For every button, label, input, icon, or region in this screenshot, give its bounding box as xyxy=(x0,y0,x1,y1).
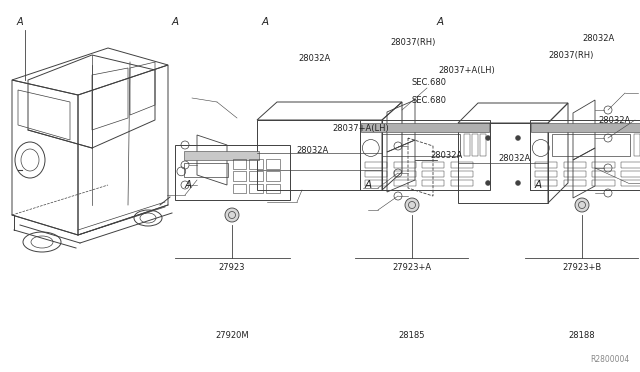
Bar xyxy=(184,151,259,160)
Bar xyxy=(472,134,478,156)
Bar xyxy=(232,183,246,193)
Circle shape xyxy=(575,198,589,212)
Bar xyxy=(564,171,586,177)
Bar xyxy=(530,120,640,190)
Circle shape xyxy=(405,198,419,212)
Bar xyxy=(382,134,460,156)
Bar xyxy=(593,162,614,168)
Text: 27920M: 27920M xyxy=(215,330,249,340)
Bar xyxy=(535,180,557,186)
Bar xyxy=(175,145,290,200)
Bar xyxy=(362,123,489,132)
Bar xyxy=(479,134,486,156)
Bar xyxy=(593,180,614,186)
Bar xyxy=(535,171,557,177)
Bar xyxy=(394,171,416,177)
Bar xyxy=(593,171,614,177)
Bar xyxy=(621,180,640,186)
Bar xyxy=(266,171,280,181)
Text: SEC.680: SEC.680 xyxy=(412,96,447,105)
Bar xyxy=(249,183,263,193)
Bar xyxy=(422,162,445,168)
Bar xyxy=(232,171,246,181)
Text: 28032A: 28032A xyxy=(582,33,614,42)
Bar xyxy=(621,171,640,177)
Bar xyxy=(249,159,263,169)
Bar xyxy=(451,171,473,177)
Text: 27923+A: 27923+A xyxy=(392,263,431,273)
Bar xyxy=(535,162,557,168)
Text: A: A xyxy=(436,17,444,27)
Text: 28032A: 28032A xyxy=(430,151,462,160)
Bar xyxy=(365,171,387,177)
Text: 28037+A(LH): 28037+A(LH) xyxy=(332,124,388,132)
Bar xyxy=(249,171,263,181)
Bar xyxy=(531,123,640,132)
Bar xyxy=(451,180,473,186)
Text: 28032A: 28032A xyxy=(296,145,328,154)
Circle shape xyxy=(486,180,490,186)
Bar xyxy=(360,120,490,190)
Text: A: A xyxy=(184,180,191,190)
Text: A: A xyxy=(17,17,23,27)
Circle shape xyxy=(486,135,490,141)
Circle shape xyxy=(515,135,520,141)
Text: 28037(RH): 28037(RH) xyxy=(548,51,593,60)
Circle shape xyxy=(225,208,239,222)
Bar xyxy=(564,180,586,186)
Bar xyxy=(464,134,470,156)
Text: A: A xyxy=(261,17,269,27)
Bar xyxy=(564,162,586,168)
Text: A: A xyxy=(534,180,541,190)
Bar xyxy=(266,159,280,169)
Text: 27923+B: 27923+B xyxy=(563,263,602,273)
Text: 28037(RH): 28037(RH) xyxy=(390,38,435,46)
Text: R2800004: R2800004 xyxy=(591,356,630,365)
Text: 28188: 28188 xyxy=(569,330,595,340)
Bar xyxy=(634,134,640,156)
Bar xyxy=(394,162,416,168)
Bar xyxy=(552,134,630,156)
Bar xyxy=(422,171,445,177)
Bar xyxy=(184,163,228,177)
Bar xyxy=(394,180,416,186)
Text: 28032A: 28032A xyxy=(598,115,630,125)
Bar xyxy=(365,162,387,168)
Text: 28037+A(LH): 28037+A(LH) xyxy=(438,65,495,74)
Bar xyxy=(422,180,445,186)
Text: 28185: 28185 xyxy=(399,330,425,340)
Text: A: A xyxy=(364,180,372,190)
Text: 28032A: 28032A xyxy=(298,54,330,62)
Text: SEC.680: SEC.680 xyxy=(412,77,447,87)
Text: A: A xyxy=(172,17,179,27)
Bar xyxy=(621,162,640,168)
Bar xyxy=(451,162,473,168)
Text: 27923: 27923 xyxy=(219,263,245,273)
Bar xyxy=(266,183,280,193)
Bar xyxy=(365,180,387,186)
Bar xyxy=(232,159,246,169)
Text: 28032A: 28032A xyxy=(498,154,531,163)
Circle shape xyxy=(515,180,520,186)
